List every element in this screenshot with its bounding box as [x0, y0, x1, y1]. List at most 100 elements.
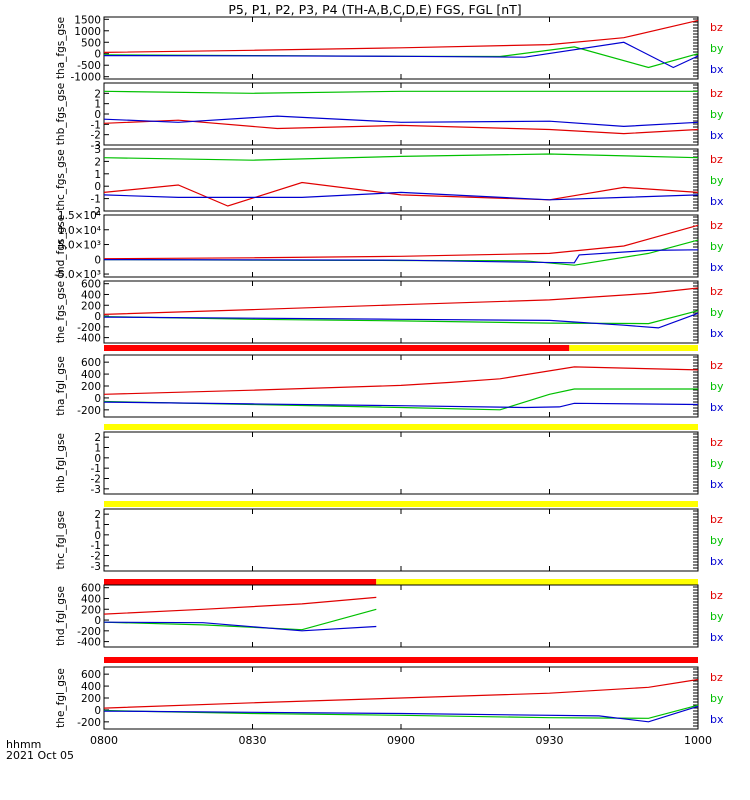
y-tick-label: 0 [94, 254, 101, 266]
y-tick-label: -400 [77, 333, 101, 345]
y-tick-label: -2 [91, 551, 101, 563]
y-tick-label: -3 [91, 140, 101, 152]
series-line-bx [103, 705, 699, 723]
series-line-by [103, 153, 699, 161]
series-line-bz [103, 287, 699, 315]
y-axis-label: tha_fgl_gse [55, 356, 67, 416]
legend-bx: bx [710, 327, 724, 340]
mode-bar-segment [376, 579, 698, 585]
y-tick-label: 1 [94, 443, 101, 455]
y-tick-label: 1500 [74, 14, 101, 26]
panel-frame [103, 508, 699, 572]
y-tick-label: -1 [91, 194, 101, 206]
panel-frame [103, 431, 699, 495]
y-tick-label: 0 [94, 705, 101, 717]
y-tick-label: -1000 [70, 72, 101, 84]
y-tick-label: 1 [94, 169, 101, 181]
y-tick-label: 200 [81, 604, 101, 616]
y-tick-label: 1 [94, 99, 101, 111]
series-line-by [103, 90, 698, 94]
y-tick-label: 3 [94, 144, 101, 156]
y-tick-label: 2 [94, 509, 101, 521]
legend-by: by [710, 174, 724, 187]
y-tick-label: -200 [77, 322, 101, 334]
series-line-bz [103, 19, 699, 53]
y-tick-label: 600 [81, 357, 101, 369]
legend-bx: bx [710, 401, 724, 414]
y-tick-label: -500 [77, 60, 101, 72]
mode-bar-segment [104, 501, 698, 507]
x-tick-label: 0830 [239, 734, 267, 747]
legend-bz: bz [710, 513, 723, 526]
y-tick-label: 0 [94, 453, 101, 465]
y-tick-label: 1 [94, 520, 101, 532]
y-tick-label: 200 [81, 300, 101, 312]
chart-title: P5, P1, P2, P3, P4 (TH-A,B,C,D,E) FGS, F… [228, 2, 522, 17]
y-axis-label: thd_fgs_gse [55, 215, 67, 277]
y-tick-label: 0 [94, 393, 101, 405]
y-tick-label: 0 [94, 181, 101, 193]
y-tick-label: 500 [81, 37, 101, 49]
y-tick-label: -200 [77, 626, 101, 638]
y-tick-label: -1 [91, 119, 101, 131]
series-line-bx [103, 191, 699, 201]
legend-by: by [710, 457, 724, 470]
y-tick-label: 2 [94, 88, 101, 100]
legend-bx: bx [710, 555, 724, 568]
series-line-bz [103, 596, 377, 615]
mode-bar-segment [104, 579, 377, 585]
y-tick-label: -2 [91, 206, 101, 218]
legend-bx: bx [710, 63, 724, 76]
y-tick-label: -1 [91, 463, 101, 475]
panel-frame [103, 584, 699, 648]
y-axis-label: the_fgl_gse [55, 668, 67, 728]
y-tick-label: -2 [91, 130, 101, 142]
y-tick-label: 400 [81, 369, 101, 381]
y-tick-label: 200 [81, 693, 101, 705]
legend-bz: bz [710, 21, 723, 34]
x-tick-label: 1000 [684, 734, 712, 747]
series-line-by [103, 46, 699, 69]
mode-bar-segment [104, 657, 698, 663]
y-tick-label: 0 [94, 615, 101, 627]
legend-bx: bx [710, 631, 724, 644]
y-axis-label: thb_fgs_gse [55, 83, 67, 145]
x-axis-label: hhmm [6, 738, 42, 751]
legend-by: by [710, 240, 724, 253]
y-tick-label: -200 [77, 717, 101, 729]
series-line-bz [103, 678, 699, 709]
legend-by: by [710, 610, 724, 623]
y-tick-label: 1000 [74, 26, 101, 38]
y-axis-label: thc_fgl_gse [55, 511, 67, 570]
y-tick-label: -1 [91, 540, 101, 552]
y-tick-label: -3 [91, 561, 101, 573]
series-line-bz [103, 181, 699, 207]
y-tick-label: 1.5×10⁴ [58, 210, 101, 222]
legend-bz: bz [710, 153, 723, 166]
series-line-bz [103, 119, 699, 135]
legend-bx: bx [710, 478, 724, 491]
series-line-bx [103, 41, 699, 69]
legend-by: by [710, 534, 724, 547]
legend-bz: bz [710, 671, 723, 684]
legend-bx: bx [710, 195, 724, 208]
mode-bar-segment [569, 345, 698, 351]
series-line-bx [103, 401, 699, 409]
y-tick-label: -5.0×10³ [54, 269, 101, 281]
y-tick-label: 0 [94, 530, 101, 542]
series-line-bx [103, 312, 699, 329]
legend-bx: bx [710, 129, 724, 142]
legend-by: by [710, 380, 724, 393]
legend-bz: bz [710, 285, 723, 298]
y-tick-label: -200 [77, 405, 101, 417]
mode-bar-segment [104, 424, 698, 430]
y-tick-label: 2 [94, 156, 101, 168]
series-line-bx [103, 115, 699, 128]
legend-by: by [710, 306, 724, 319]
y-axis-label: tha_fgs_gse [55, 17, 67, 79]
series-line-bx [103, 249, 699, 264]
y-tick-label: 400 [81, 593, 101, 605]
series-line-bx [103, 621, 377, 632]
